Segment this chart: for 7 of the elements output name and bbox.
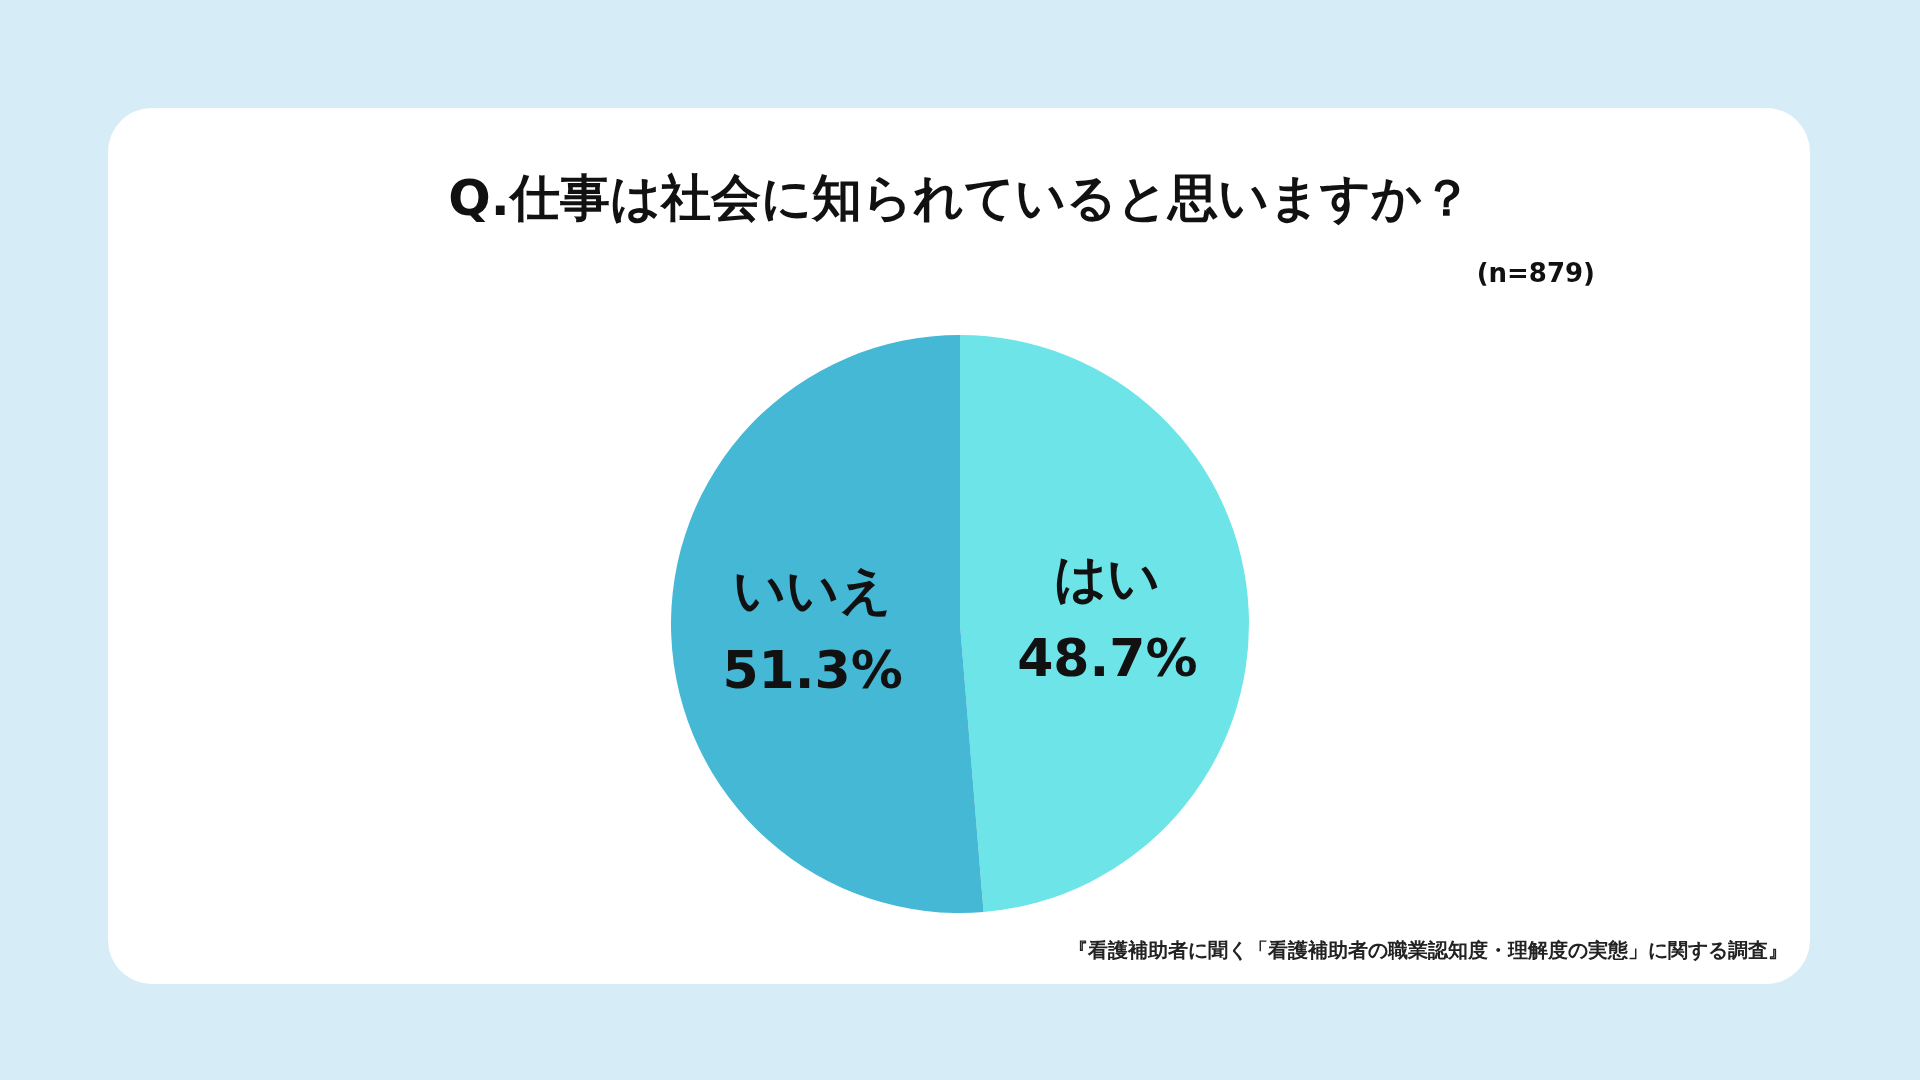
data-label: 48.7% (1017, 627, 1198, 688)
slice-label: いいえ (733, 560, 893, 621)
slice-label: はい (1054, 547, 1161, 608)
text: (n=879) (1476, 258, 1596, 288)
data-label: 51.3% (722, 640, 903, 701)
text: 『看護補助者に聞く「看護補助者の職業認知度・理解度の実態」に関する調査』 (1068, 938, 1788, 962)
chart-title: Q.仕事は社会に知られていると思いますか？ (448, 169, 1472, 227)
